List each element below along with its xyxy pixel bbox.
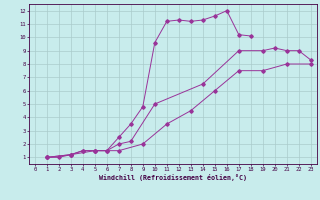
X-axis label: Windchill (Refroidissement éolien,°C): Windchill (Refroidissement éolien,°C) bbox=[99, 174, 247, 181]
